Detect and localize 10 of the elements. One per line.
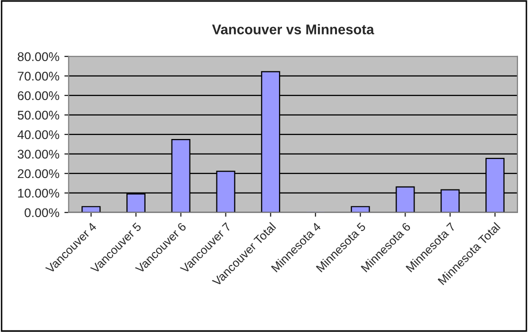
y-tick-label: 50.00% xyxy=(18,110,60,120)
chart-title: Vancouver vs Minnesota xyxy=(212,24,374,34)
y-tick-label: 10.00% xyxy=(18,188,60,198)
y-tick-label: 30.00% xyxy=(18,150,60,159)
y-tick-label: 0.00% xyxy=(24,208,60,218)
y-tick-label: 80.00% xyxy=(18,52,60,62)
y-tick-label: 20.00% xyxy=(18,169,60,178)
y-tick-label: 60.00% xyxy=(18,91,60,100)
y-tick-label: 70.00% xyxy=(18,72,60,81)
y-tick-label: 40.00% xyxy=(18,130,60,140)
